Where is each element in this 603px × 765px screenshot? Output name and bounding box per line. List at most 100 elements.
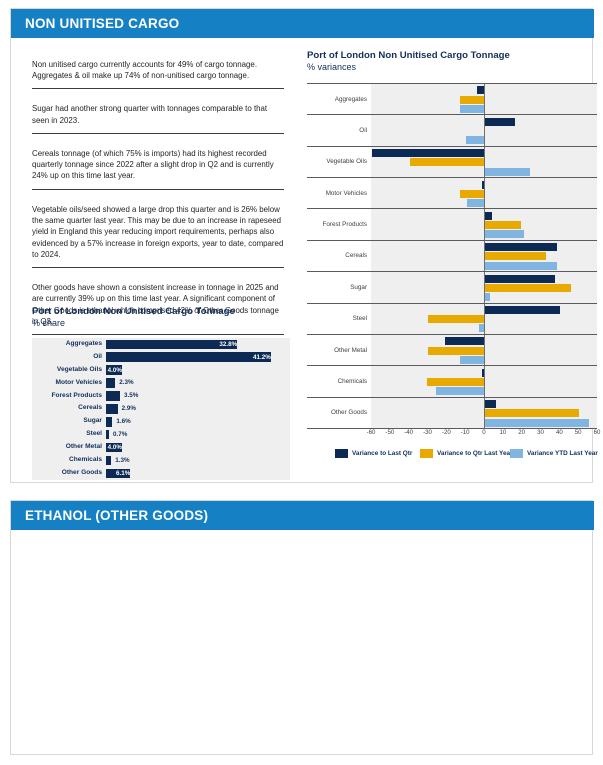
variance-plot-area [371, 334, 597, 366]
panel-title: NON UNITISED CARGO [25, 16, 180, 31]
variance-chart-row: Other Metal [307, 333, 597, 366]
variance-bar [482, 180, 484, 189]
variance-zero-line [484, 115, 485, 146]
share-bar-track: 1.3% [106, 454, 290, 467]
variance-legend-item: Variance YTD Last Year [510, 449, 598, 458]
share-category-label: Vegetable Oils [56, 365, 102, 373]
variance-bar [484, 283, 571, 292]
variance-axis-tick: -60 [366, 429, 376, 436]
variance-bar [435, 387, 484, 396]
non-unitised-cargo-text: Non unitised cargo currently accounts fo… [32, 49, 284, 343]
share-bar-track: 32.8% [106, 338, 290, 351]
variance-bar [460, 355, 484, 364]
share-chart-row: Sugar 1.6% [32, 415, 290, 428]
share-bar [106, 391, 120, 401]
variance-zero-line [484, 84, 485, 115]
share-category-label: Chemicals [69, 456, 102, 464]
legend-swatch [510, 449, 523, 458]
share-chart-title: Port of London Non Unitised Cargo Tonnag… [32, 306, 235, 317]
variance-bar [484, 306, 561, 314]
variance-bar [459, 104, 484, 113]
variance-plot-area [371, 366, 597, 397]
variance-plot-area [371, 209, 597, 240]
legend-label: Variance YTD Last Year [527, 450, 598, 457]
variance-bar [479, 324, 484, 333]
share-value-label: 2.9% [121, 405, 136, 413]
variance-chart-row: Chemicals [307, 365, 597, 397]
variance-zero-line [484, 366, 485, 397]
share-chart-row: Aggregates 32.8% [32, 338, 290, 351]
variance-legend-item: Variance to Qtr Last Year [420, 449, 513, 458]
variance-axis-tick: 50 [574, 429, 582, 436]
variance-chart-row: Other Goods [307, 396, 597, 428]
share-category-label: Sugar [83, 417, 102, 425]
variance-chart-row: Motor Vehicles [307, 177, 597, 209]
variance-axis-tick: -40 [404, 429, 414, 436]
share-value-label: 4.0% [107, 443, 122, 451]
paragraph: Other goods have shown a consistent incr… [32, 276, 284, 336]
variance-bar [460, 189, 484, 198]
variance-bar [484, 230, 525, 239]
share-bar-track: 6.1% [106, 467, 290, 480]
share-category-label: Aggregates [65, 340, 102, 347]
share-value-label: 1.3% [115, 456, 130, 464]
variance-zero-line [484, 240, 485, 272]
share-value-label: 32.8% [219, 340, 238, 348]
paragraph: Non unitised cargo currently accounts fo… [32, 57, 284, 90]
variance-chart-row: Vegetable Oils [307, 145, 597, 178]
variance-chart-title: Port of London Non Unitised Cargo Tonnag… [307, 50, 510, 61]
share-value-label: 0.7% [113, 431, 128, 439]
variance-zero-line [484, 303, 485, 334]
share-bar [106, 404, 118, 414]
variance-axis-line [307, 428, 597, 429]
share-bar [106, 442, 122, 453]
share-chart-plot: Aggregates 32.8% Oil 41.2% Vegetable Oils 4.0… [32, 338, 290, 480]
variance-chart-row: Steel [307, 302, 597, 334]
legend-swatch [335, 449, 348, 458]
variance-axis-tick: 60 [593, 429, 601, 436]
variance-axis-tick: 40 [555, 429, 563, 436]
share-value-label: 3.5% [124, 392, 139, 400]
variance-zero-line [484, 209, 485, 240]
variance-plot-area [371, 178, 597, 209]
variance-bar [466, 136, 484, 145]
share-bar-track: 4.0% [106, 364, 290, 377]
share-category-label: Oil [93, 352, 102, 360]
variance-axis-tick: 0 [482, 429, 486, 436]
variance-plot-area [371, 115, 597, 146]
variance-zero-line [484, 272, 485, 303]
non-unitised-cargo-panel: NON UNITISED CARGO Non unitised cargo cu… [10, 8, 600, 483]
variance-plot-area [371, 303, 597, 334]
variance-chart-plot: Aggregates Oil Vegetable Oils Motor Vehicle… [307, 83, 597, 429]
share-chart-row: Chemicals 1.3% [32, 454, 290, 467]
variance-axis-tick: -50 [385, 429, 395, 436]
non-unitised-cargo-header: NON UNITISED CARGO [11, 9, 594, 38]
share-chart-row: Forest Products 3.5% [32, 390, 290, 403]
variance-category-label: Oil [359, 127, 367, 135]
share-bar [106, 339, 238, 350]
variance-bar [484, 409, 580, 418]
variance-plot-area [371, 240, 597, 272]
share-bar-track: 1.6% [106, 415, 290, 428]
variance-axis-tick: 20 [518, 429, 526, 436]
variance-category-label: Sugar [350, 283, 367, 291]
variance-bar [428, 346, 484, 355]
share-category-label: Motor Vehicles [55, 378, 102, 386]
share-category-label: Steel [86, 430, 102, 438]
share-value-label: 2.3% [119, 379, 134, 387]
variance-bar [484, 274, 555, 283]
share-chart-row: Oil 41.2% [32, 351, 290, 364]
variance-chart-row: Forest Products [307, 208, 597, 240]
share-value-label: 6.1% [116, 469, 131, 477]
share-value-label: 1.6% [116, 418, 131, 426]
variance-bar [428, 315, 484, 324]
paragraph: Cereals tonnage (of which 75% is imports… [32, 142, 284, 190]
share-chart-row: Steel 0.7% [32, 428, 290, 441]
variance-category-label: Motor Vehicles [325, 189, 367, 197]
panel-title: ETHANOL (OTHER GOODS) [25, 508, 209, 523]
variance-chart-x-axis: -60 -50 -40 -30 -20 -10 0 10 20 30 40 50 60 [307, 428, 601, 442]
variance-chart-legend: Variance to Last Qtr Variance to Qtr Last… [307, 449, 598, 461]
variance-plot-area [371, 397, 597, 428]
ethanol-header: ETHANOL (OTHER GOODS) [11, 501, 594, 530]
